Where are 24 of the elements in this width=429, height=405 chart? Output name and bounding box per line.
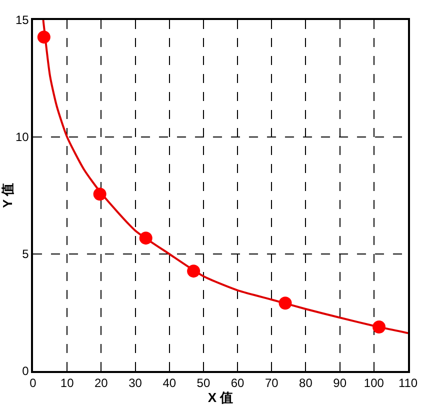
y-tick-label: 15 [15, 13, 30, 28]
x-tick-label: 100 [364, 376, 384, 390]
x-axis-title: X 值 [208, 390, 234, 405]
point [37, 30, 50, 44]
y-tick-label: 5 [22, 247, 30, 262]
x-tick-label: 40 [162, 376, 176, 390]
point [139, 232, 152, 245]
x-tick-label: 60 [230, 376, 245, 390]
x-tick-label: 50 [196, 376, 210, 390]
x-tick-label: 10 [60, 376, 74, 390]
y-axis-title: Y 值 [0, 182, 15, 208]
y-tick-label: 0 [22, 364, 30, 378]
y-tick-label: 10 [15, 130, 30, 144]
x-tick-label: 70 [264, 376, 279, 390]
point [278, 296, 292, 310]
x-tick-label: 30 [128, 376, 142, 390]
point [372, 320, 386, 334]
point [93, 188, 106, 201]
x-tick-label: 110 [398, 376, 418, 390]
point [187, 264, 200, 278]
x-tick-label: 20 [94, 376, 108, 390]
x-tick-label: 80 [299, 376, 313, 390]
line-series [42, 20, 408, 334]
x-tick-label: 90 [333, 376, 347, 390]
